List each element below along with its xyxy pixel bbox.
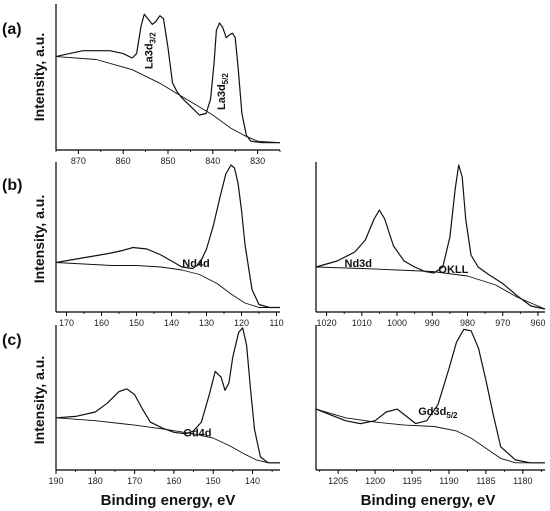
peak-annotation: Nd4d <box>182 258 210 270</box>
x-tick-label: 160 <box>166 476 181 486</box>
series-spectrum-line <box>55 327 280 464</box>
x-tick-label: 850 <box>160 156 175 166</box>
panel-label-a: (a) <box>2 21 22 38</box>
x-tick-label: 1185 <box>476 476 495 486</box>
series-spectrum-line <box>315 328 545 464</box>
series-background-line <box>55 262 280 308</box>
series-background-line <box>315 266 546 310</box>
x-tick-label: 870 <box>71 156 86 166</box>
x-tick-label: 1200 <box>365 476 385 486</box>
x-tick-label: 150 <box>206 476 221 486</box>
series-background-line <box>55 56 281 144</box>
y-axis-label-c: Intensity, a.u. <box>31 356 47 444</box>
peak-annotation: Nd3d <box>345 258 373 270</box>
series-spectrum-line <box>315 164 546 310</box>
x-tick-label: 1195 <box>402 476 421 486</box>
y-axis-label-a: Intensity, a.u. <box>31 33 47 121</box>
x-tick-label: 990 <box>425 318 440 328</box>
x-tick-label: 860 <box>116 156 131 166</box>
x-tick-label: 830 <box>250 156 265 166</box>
peak-annotation: Gd3d5/2 <box>418 406 458 420</box>
x-tick-label: 190 <box>48 476 63 486</box>
peak-annotation: La3d5/2 <box>216 73 230 110</box>
panel-c-gd3d: 1205 1200 1195 1190 1185 1180 Gd3d5/2 <box>315 325 545 486</box>
x-tick-label: 1010 <box>352 318 372 328</box>
x-tick-label: 1205 <box>328 476 348 486</box>
x-tick-label: 1000 <box>387 318 407 328</box>
x-tick-label: 1190 <box>439 476 458 486</box>
x-tick-label: 120 <box>234 318 249 328</box>
x-tick-label: 980 <box>460 318 475 328</box>
panel-c-gd4d: (c) Intensity, a.u. 190 180 170 160 150 140 Gd… <box>2 325 280 486</box>
x-tick-label: 180 <box>88 476 103 486</box>
peak-annotation: La3d3/2 <box>143 32 157 69</box>
panel-a: (a) Intensity, a.u. 870 860 850 840 830 La3d3… <box>2 4 281 166</box>
x-tick-label: 970 <box>495 318 510 328</box>
series-background-line <box>55 417 280 464</box>
x-axis-label-right: Binding energy, eV <box>361 492 496 509</box>
x-tick-label: 170 <box>127 476 142 486</box>
series-spectrum-line <box>55 164 280 309</box>
panel-b-nd3d: 1020 1010 1000 990 980 970 960 Nd3d OKLL <box>315 162 546 328</box>
x-tick-label: 140 <box>245 476 260 486</box>
x-tick-label: 960 <box>530 318 545 328</box>
series-background-line <box>315 408 545 464</box>
x-tick-label: 140 <box>164 318 179 328</box>
x-tick-label: 110 <box>269 318 283 328</box>
x-tick-label: 160 <box>94 318 109 328</box>
panel-label-b: (b) <box>2 177 22 194</box>
x-tick-label: 1020 <box>317 318 337 328</box>
x-tick-label: 150 <box>129 318 144 328</box>
peak-annotation: Gd4d <box>183 428 211 440</box>
x-axis-label-left: Binding energy, eV <box>101 492 236 509</box>
y-axis-label-b: Intensity, a.u. <box>31 195 47 283</box>
x-tick-label: 840 <box>205 156 220 166</box>
x-tick-label: 1180 <box>513 476 532 486</box>
series-spectrum-line <box>55 13 280 144</box>
panel-b-nd4d: (b) Intensity, a.u. 170 160 150 140 130 120 11… <box>2 162 284 328</box>
x-tick-label: 130 <box>199 318 214 328</box>
x-tick-label: 170 <box>59 318 74 328</box>
panel-label-c: (c) <box>2 332 22 349</box>
peak-annotation: OKLL <box>438 264 468 276</box>
